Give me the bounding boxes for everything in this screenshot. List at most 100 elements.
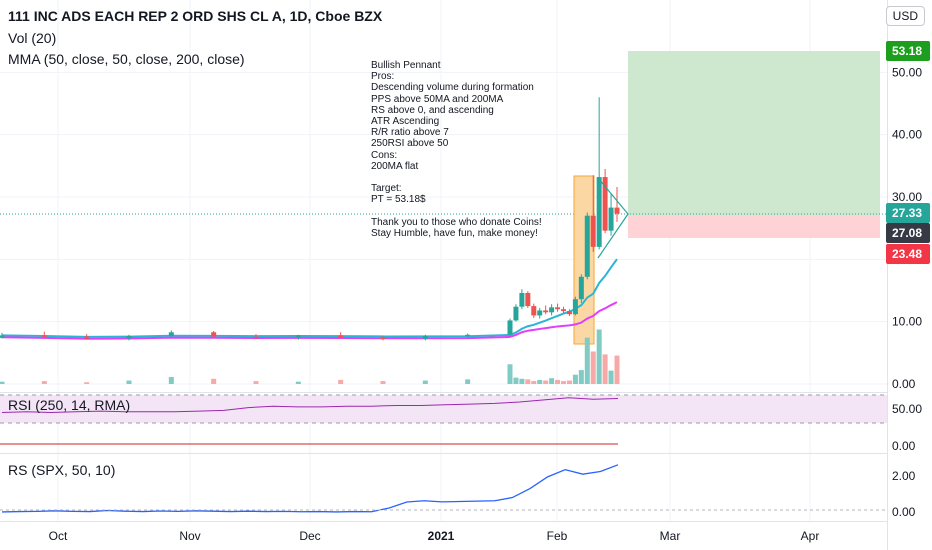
rsi-tick-label: 0.00 [892, 439, 916, 453]
volume-bar [525, 379, 531, 384]
candle-body [211, 332, 217, 337]
pane-separator-3 [0, 521, 887, 522]
chart-title: 111 INC ADS EACH REP 2 ORD SHS CL A, 1D,… [8, 8, 383, 24]
x-axis: Oct Nov Dec 2021 Feb Mar Apr [49, 529, 820, 543]
volume-bar [338, 379, 344, 384]
candle-body [602, 177, 608, 231]
volume-bar [126, 380, 132, 384]
candle-body [41, 335, 47, 337]
candle-body [561, 309, 566, 312]
volume-bar [253, 381, 259, 384]
pane-separator-1 [0, 392, 887, 393]
volume-bar [584, 337, 590, 384]
volume-bar [590, 351, 596, 384]
volume-bar [507, 364, 513, 384]
x-tick-label: Nov [179, 529, 200, 543]
candle-body [84, 336, 90, 339]
volume-bars [0, 329, 620, 384]
volume-bar [614, 355, 620, 384]
volume-bar [168, 377, 174, 384]
volume-indicator-label[interactable]: Vol (20) [8, 30, 57, 46]
volume-bar [596, 329, 602, 384]
rs-tick-label: 2.00 [892, 469, 916, 483]
volume-bar [295, 381, 301, 384]
volume-bar [566, 380, 572, 384]
rs-tick-label: 0.00 [892, 505, 916, 519]
candle-body [566, 311, 572, 315]
volume-bar [513, 377, 519, 384]
candle-body [596, 177, 602, 247]
y-tick-label: 10.00 [892, 315, 922, 329]
rsi-line [1, 397, 619, 414]
candle-body [614, 207, 620, 214]
stop-zone[interactable] [628, 215, 880, 238]
rs-series [1, 464, 619, 513]
candle-body [507, 320, 513, 335]
idea-note[interactable]: Bullish Pennant Pros: Descending volume … [371, 60, 542, 240]
candle-body [555, 307, 561, 310]
candle-body [543, 310, 549, 313]
volume-bar [543, 380, 549, 384]
rsi-series [1, 397, 619, 414]
candle-body [422, 336, 428, 340]
volume-bar [549, 378, 555, 384]
price-axis-border [887, 0, 888, 550]
rs-line [1, 464, 619, 513]
volume-bar [41, 381, 47, 384]
x-tick-label: 2021 [428, 529, 455, 543]
candle-body [513, 306, 519, 321]
formation-box[interactable] [573, 175, 595, 345]
candle-body [168, 332, 174, 337]
target-zone[interactable] [628, 51, 880, 215]
candle-body [380, 337, 386, 340]
rs-pane-label[interactable]: RS (SPX, 50, 10) [8, 462, 116, 478]
rsi-pane-label[interactable]: RSI (250, 14, RMA) [8, 397, 131, 413]
candle-body [590, 215, 596, 247]
y-tick-label: 0.00 [892, 377, 916, 391]
currency-button[interactable]: USD [885, 6, 925, 26]
candle-body [338, 335, 344, 338]
y-axis: 0.0010.0020.0030.0040.0050.000.0050.000.… [892, 65, 922, 519]
volume-bar [537, 379, 543, 384]
y-tick-label: 50.00 [892, 65, 922, 79]
price-badge-text-target: 53.18 [892, 44, 922, 58]
rsi-band [0, 395, 887, 423]
candle-body [537, 310, 543, 316]
pennant-outline[interactable] [597, 177, 629, 259]
x-tick-label: Feb [547, 529, 568, 543]
pane-separator-2 [0, 453, 887, 454]
x-tick-label: Oct [49, 529, 68, 543]
volume-bar [561, 381, 566, 384]
volume-bar [608, 370, 614, 384]
price-badges: 53.18 27.33 27.08 23.48 [886, 41, 930, 264]
volume-bar [572, 374, 578, 384]
x-tick-label: Mar [660, 529, 681, 543]
volume-bar [84, 382, 90, 384]
candle-body [531, 306, 537, 316]
candle-body [0, 335, 5, 338]
volume-bar [465, 379, 471, 384]
price-badge-text-entry: 27.08 [892, 226, 922, 240]
candle-body [295, 335, 301, 338]
rsi-tick-label: 50.00 [892, 402, 922, 416]
x-tick-label: Dec [299, 529, 320, 543]
volume-bar [519, 378, 525, 384]
x-tick-label: Apr [801, 529, 820, 543]
volume-bar [578, 370, 584, 384]
ma-indicator-label[interactable]: MMA (50, close, 50, close, 200, close) [8, 51, 245, 67]
volume-bar [422, 380, 428, 384]
volume-bar [555, 379, 561, 384]
candle-body [126, 336, 132, 339]
volume-bar [531, 381, 537, 384]
price-badge-target [886, 41, 930, 61]
candle-body [572, 299, 578, 315]
candles [0, 97, 620, 341]
price-badge-text-stop: 23.48 [892, 247, 922, 261]
candle-body [578, 276, 584, 300]
candle-body [584, 215, 590, 277]
candle-body [253, 336, 259, 338]
price-badge-last [886, 203, 930, 223]
price-badge-stop [886, 244, 930, 264]
candle-body [465, 334, 471, 337]
